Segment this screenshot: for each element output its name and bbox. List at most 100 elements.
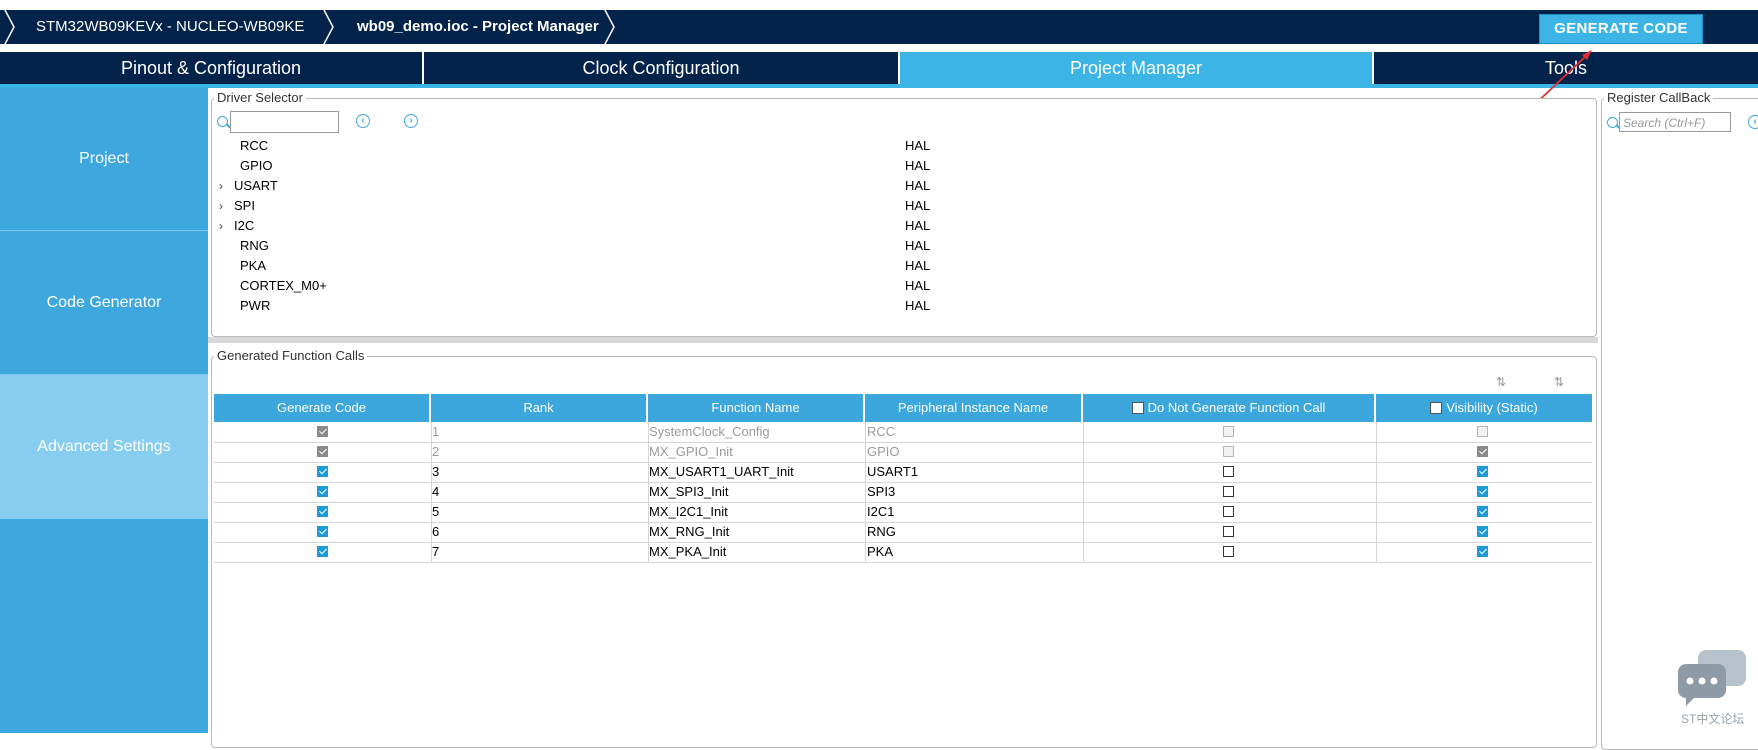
visibility-checkbox[interactable] xyxy=(1477,506,1488,517)
register-callback-search-input[interactable]: Search (Ctrl+F) xyxy=(1619,112,1731,132)
driver-row[interactable]: CORTEX_M0+ HAL xyxy=(214,276,1594,296)
visibility-checkbox[interactable] xyxy=(1477,466,1488,477)
visibility-checkbox[interactable] xyxy=(1477,426,1488,437)
driver-type[interactable]: HAL xyxy=(905,198,931,213)
driver-row[interactable]: › SPI HAL xyxy=(214,196,1594,216)
chevron-right-icon[interactable]: › xyxy=(219,179,223,193)
generate-code-checkbox[interactable] xyxy=(317,426,328,437)
chevron-left-icon[interactable]: ‹ xyxy=(356,114,370,128)
table-row[interactable]: 6 MX_RNG_Init RNG xyxy=(214,522,1592,543)
driver-type[interactable]: HAL xyxy=(905,298,931,313)
rank-cell: 5 xyxy=(432,504,440,519)
sort-down-icon[interactable]: ⇅ xyxy=(1554,375,1565,389)
driver-name: I2C xyxy=(234,218,255,233)
generate-code-checkbox[interactable] xyxy=(317,526,328,537)
tab-project-manager[interactable]: Project Manager xyxy=(900,52,1372,84)
driver-row[interactable]: PWR HAL xyxy=(214,296,1594,316)
do-not-generate-checkbox[interactable] xyxy=(1223,486,1234,497)
do-not-generate-checkbox[interactable] xyxy=(1223,546,1234,557)
column-header-label: Do Not Generate Function Call xyxy=(1147,400,1326,415)
column-header-visibility[interactable]: Visibility (Static) xyxy=(1376,394,1592,422)
driver-type[interactable]: HAL xyxy=(905,178,931,193)
column-header-generate-code[interactable]: Generate Code xyxy=(214,394,431,422)
sidebar-item-advanced-settings[interactable]: Advanced Settings xyxy=(0,375,208,519)
driver-name: CORTEX_M0+ xyxy=(240,278,327,293)
driver-name: SPI xyxy=(234,198,255,213)
driver-row[interactable]: PKA HAL xyxy=(214,256,1594,276)
header-checkbox[interactable] xyxy=(1131,401,1144,414)
visibility-checkbox[interactable] xyxy=(1477,546,1488,557)
tab-tools[interactable]: Tools xyxy=(1374,52,1758,84)
visibility-checkbox[interactable] xyxy=(1477,446,1488,457)
table-row[interactable]: 5 MX_I2C1_Init I2C1 xyxy=(214,502,1592,523)
breadcrumb-bar: STM32WB09KEVx - NUCLEO-WB09KE wb09_demo.… xyxy=(0,10,1758,44)
do-not-generate-checkbox[interactable] xyxy=(1223,526,1234,537)
driver-type[interactable]: HAL xyxy=(905,218,931,233)
header-checkbox[interactable] xyxy=(1430,401,1443,414)
table-row[interactable]: 1 SystemClock_Config RCC xyxy=(214,422,1592,443)
column-header-label: Visibility (Static) xyxy=(1446,400,1538,415)
driver-row[interactable]: › USART HAL xyxy=(214,176,1594,196)
generate-code-button[interactable]: GENERATE CODE xyxy=(1539,14,1703,44)
visibility-checkbox[interactable] xyxy=(1477,486,1488,497)
chevron-right-icon xyxy=(323,10,334,44)
column-header-rank[interactable]: Rank xyxy=(431,394,648,422)
generate-code-checkbox[interactable] xyxy=(317,486,328,497)
driver-search-input[interactable] xyxy=(230,111,339,133)
column-header-function-name[interactable]: Function Name xyxy=(648,394,865,422)
driver-row[interactable]: › I2C HAL xyxy=(214,216,1594,236)
driver-type[interactable]: HAL xyxy=(905,158,931,173)
table-row[interactable]: 7 MX_PKA_Init PKA xyxy=(214,542,1592,563)
breadcrumb-project[interactable]: wb09_demo.ioc - Project Manager xyxy=(357,18,599,35)
chevron-right-icon[interactable]: › xyxy=(219,219,223,233)
driver-selector-title: Driver Selector xyxy=(214,90,306,105)
driver-row[interactable]: RCC HAL xyxy=(214,136,1594,156)
driver-name: PKA xyxy=(240,258,267,273)
function-name-cell: MX_SPI3_Init xyxy=(649,484,729,499)
chevron-left-icon[interactable]: ‹ xyxy=(1748,115,1758,129)
chevron-right-icon[interactable]: › xyxy=(404,114,418,128)
do-not-generate-checkbox[interactable] xyxy=(1223,446,1234,457)
instance-name-cell: PKA xyxy=(867,544,894,559)
chat-bubble-icon xyxy=(1678,650,1746,706)
do-not-generate-checkbox[interactable] xyxy=(1223,506,1234,517)
driver-name: RNG xyxy=(240,238,269,253)
driver-name: GPIO xyxy=(240,158,273,173)
driver-row[interactable]: RNG HAL xyxy=(214,236,1594,256)
function-name-cell: MX_USART1_UART_Init xyxy=(649,464,794,479)
table-row[interactable]: 3 MX_USART1_UART_Init USART1 xyxy=(214,462,1592,483)
sidebar-item-project[interactable]: Project xyxy=(79,150,129,167)
visibility-checkbox[interactable] xyxy=(1477,526,1488,537)
driver-type[interactable]: HAL xyxy=(905,258,931,273)
table-row[interactable]: 2 MX_GPIO_Init GPIO xyxy=(214,442,1592,463)
sidebar-item-code-generator[interactable]: Code Generator xyxy=(46,294,162,311)
column-divider xyxy=(1376,422,1377,562)
generate-code-checkbox[interactable] xyxy=(317,546,328,557)
sidebar-divider xyxy=(0,374,208,375)
generate-code-checkbox[interactable] xyxy=(317,466,328,477)
rank-cell: 7 xyxy=(432,544,440,559)
breadcrumb-device[interactable]: STM32WB09KEVx - NUCLEO-WB09KE xyxy=(36,18,305,35)
do-not-generate-checkbox[interactable] xyxy=(1223,466,1234,477)
instance-name-cell: RNG xyxy=(867,524,896,539)
do-not-generate-checkbox[interactable] xyxy=(1223,426,1234,437)
driver-type[interactable]: HAL xyxy=(905,238,931,253)
driver-type[interactable]: HAL xyxy=(905,278,931,293)
tab-clock[interactable]: Clock Configuration xyxy=(424,52,898,84)
main-tabs: Pinout & Configuration Clock Configurati… xyxy=(0,52,1758,84)
driver-row[interactable]: GPIO HAL xyxy=(214,156,1594,176)
rank-cell: 3 xyxy=(432,464,440,479)
rank-cell: 6 xyxy=(432,524,440,539)
panel-splitter[interactable] xyxy=(208,337,1598,343)
table-row[interactable]: 4 MX_SPI3_Init SPI3 xyxy=(214,482,1592,503)
column-header-instance-name[interactable]: Peripheral Instance Name xyxy=(865,394,1083,422)
tab-pinout[interactable]: Pinout & Configuration xyxy=(0,52,422,84)
column-header-do-not-generate[interactable]: Do Not Generate Function Call xyxy=(1083,394,1376,422)
column-divider xyxy=(865,422,866,562)
driver-name: PWR xyxy=(240,298,271,313)
driver-type[interactable]: HAL xyxy=(905,138,931,153)
generate-code-checkbox[interactable] xyxy=(317,446,328,457)
chevron-right-icon[interactable]: › xyxy=(219,199,223,213)
sort-up-icon[interactable]: ⇅ xyxy=(1496,375,1507,389)
generate-code-checkbox[interactable] xyxy=(317,506,328,517)
